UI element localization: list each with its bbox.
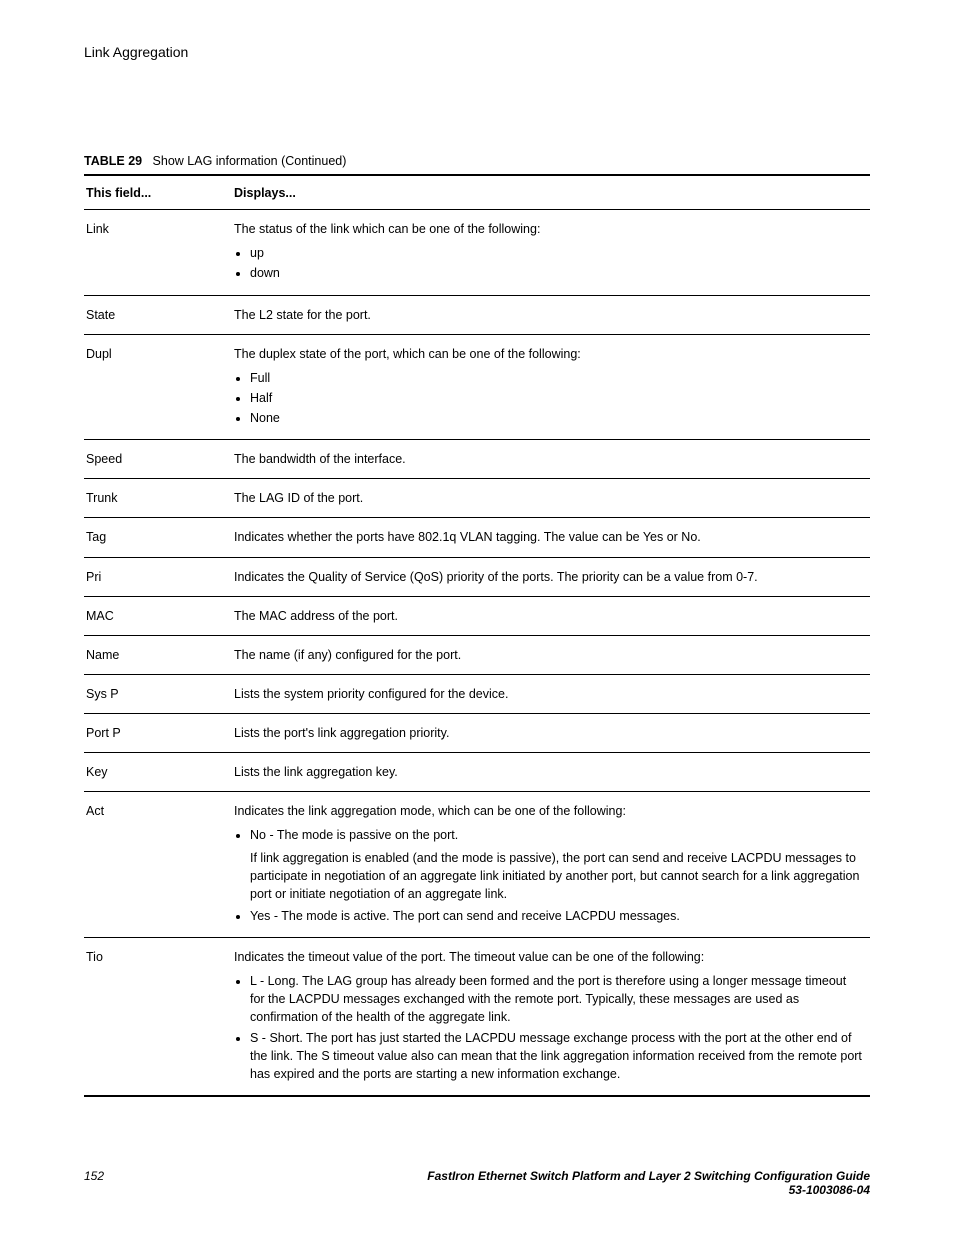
list-item: up bbox=[250, 244, 864, 262]
table-row: Trunk The LAG ID of the port. bbox=[84, 479, 870, 518]
table-row: Act Indicates the link aggregation mode,… bbox=[84, 792, 870, 938]
table-header-row: This field... Displays... bbox=[84, 175, 870, 210]
cell-intro: Indicates the timeout value of the port.… bbox=[234, 948, 864, 966]
list-item: No - The mode is passive on the port. If… bbox=[250, 826, 864, 903]
doc-title-line2: 53-1003086-04 bbox=[789, 1183, 870, 1197]
table-row: Name The name (if any) configured for th… bbox=[84, 635, 870, 674]
cell-field: MAC bbox=[84, 596, 232, 635]
table-row: Pri Indicates the Quality of Service (Qo… bbox=[84, 557, 870, 596]
table-row: Sys P Lists the system priority configur… bbox=[84, 674, 870, 713]
table-row: Dupl The duplex state of the port, which… bbox=[84, 334, 870, 440]
cell-intro: The duplex state of the port, which can … bbox=[234, 345, 864, 363]
list-item: Half bbox=[250, 389, 864, 407]
cell-field: Speed bbox=[84, 440, 232, 479]
cell-displays: Lists the system priority configured for… bbox=[232, 674, 870, 713]
cell-field: State bbox=[84, 295, 232, 334]
cell-displays: Indicates the Quality of Service (QoS) p… bbox=[232, 557, 870, 596]
cell-field: Tag bbox=[84, 518, 232, 557]
table-row: MAC The MAC address of the port. bbox=[84, 596, 870, 635]
cell-list: Full Half None bbox=[234, 369, 864, 427]
header-field: This field... bbox=[84, 175, 232, 210]
list-item-text: No - The mode is passive on the port. bbox=[250, 826, 864, 844]
page-number: 152 bbox=[84, 1169, 104, 1183]
table-caption-text: Show LAG information (Continued) bbox=[153, 154, 347, 168]
page-container: Link Aggregation TABLE 29 Show LAG infor… bbox=[0, 0, 954, 1235]
table-row: Key Lists the link aggregation key. bbox=[84, 753, 870, 792]
cell-list: No - The mode is passive on the port. If… bbox=[234, 826, 864, 925]
cell-displays: The duplex state of the port, which can … bbox=[232, 334, 870, 440]
list-item: S - Short. The port has just started the… bbox=[250, 1029, 864, 1083]
cell-displays: The status of the link which can be one … bbox=[232, 210, 870, 295]
cell-field: Key bbox=[84, 753, 232, 792]
doc-title: FastIron Ethernet Switch Platform and La… bbox=[427, 1169, 870, 1197]
table-row: State The L2 state for the port. bbox=[84, 295, 870, 334]
cell-displays: The MAC address of the port. bbox=[232, 596, 870, 635]
table-row: Tio Indicates the timeout value of the p… bbox=[84, 938, 870, 1096]
cell-displays: The L2 state for the port. bbox=[232, 295, 870, 334]
cell-field: Tio bbox=[84, 938, 232, 1096]
cell-field: Port P bbox=[84, 714, 232, 753]
header-displays: Displays... bbox=[232, 175, 870, 210]
cell-list: L - Long. The LAG group has already been… bbox=[234, 972, 864, 1083]
cell-field: Trunk bbox=[84, 479, 232, 518]
cell-intro: The status of the link which can be one … bbox=[234, 220, 864, 238]
cell-displays: The name (if any) configured for the por… bbox=[232, 635, 870, 674]
table-caption: TABLE 29 Show LAG information (Continued… bbox=[84, 154, 870, 168]
cell-displays: Indicates the link aggregation mode, whi… bbox=[232, 792, 870, 938]
doc-title-line1: FastIron Ethernet Switch Platform and La… bbox=[427, 1169, 870, 1183]
cell-displays: Indicates whether the ports have 802.1q … bbox=[232, 518, 870, 557]
table-row: Port P Lists the port's link aggregation… bbox=[84, 714, 870, 753]
lag-info-table: This field... Displays... Link The statu… bbox=[84, 174, 870, 1097]
cell-field: Dupl bbox=[84, 334, 232, 440]
cell-field: Link bbox=[84, 210, 232, 295]
table-row: Speed The bandwidth of the interface. bbox=[84, 440, 870, 479]
cell-list: up down bbox=[234, 244, 864, 282]
cell-intro: Indicates the link aggregation mode, whi… bbox=[234, 802, 864, 820]
table-caption-label: TABLE 29 bbox=[84, 154, 142, 168]
cell-field: Act bbox=[84, 792, 232, 938]
cell-field: Name bbox=[84, 635, 232, 674]
table-row: Tag Indicates whether the ports have 802… bbox=[84, 518, 870, 557]
list-item: Yes - The mode is active. The port can s… bbox=[250, 907, 864, 925]
table-row: Link The status of the link which can be… bbox=[84, 210, 870, 295]
cell-field: Pri bbox=[84, 557, 232, 596]
list-item: down bbox=[250, 264, 864, 282]
cell-displays: Indicates the timeout value of the port.… bbox=[232, 938, 870, 1096]
cell-displays: Lists the port's link aggregation priori… bbox=[232, 714, 870, 753]
page-footer: 152 FastIron Ethernet Switch Platform an… bbox=[84, 1169, 870, 1197]
cell-displays: Lists the link aggregation key. bbox=[232, 753, 870, 792]
list-item: L - Long. The LAG group has already been… bbox=[250, 972, 864, 1026]
cell-field: Sys P bbox=[84, 674, 232, 713]
cell-displays: The LAG ID of the port. bbox=[232, 479, 870, 518]
running-head: Link Aggregation bbox=[84, 44, 870, 60]
list-item: None bbox=[250, 409, 864, 427]
list-item: Full bbox=[250, 369, 864, 387]
cell-displays: The bandwidth of the interface. bbox=[232, 440, 870, 479]
list-item-note: If link aggregation is enabled (and the … bbox=[250, 849, 864, 903]
